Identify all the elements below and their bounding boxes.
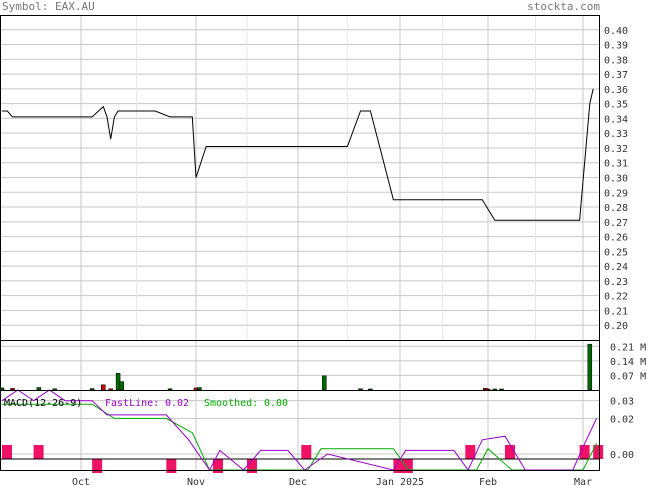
volume-bar [115, 373, 121, 391]
macd-grid [0, 390, 600, 470]
macd-histogram-bar [166, 459, 177, 473]
macd-panel-frame [0, 390, 600, 471]
price-y-tick: 0.32 [604, 144, 628, 155]
price-y-tick: 0.27 [604, 218, 628, 229]
volume-bar [587, 343, 593, 391]
volume-bar [36, 387, 42, 391]
macd-histogram-bar [2, 445, 12, 459]
price-y-tick: 0.28 [604, 203, 628, 214]
price-y-tick: 0.29 [604, 188, 628, 199]
macd-histogram-bar [301, 445, 312, 459]
volume-bar [368, 388, 373, 391]
price-y-tick: 0.33 [604, 129, 628, 140]
panel-frames [0, 15, 600, 471]
macd-smoothed-line [2, 403, 598, 471]
volume-bar [499, 388, 504, 391]
volume-bars [0, 343, 593, 391]
price-y-tick: 0.35 [604, 100, 628, 111]
macd-fast-line [1, 389, 598, 471]
x-tick: Feb [479, 477, 497, 486]
price-y-tick: 0.37 [604, 70, 628, 81]
volume-bar [167, 388, 173, 391]
volume-bar [52, 388, 57, 391]
macd-histogram-bar [92, 459, 103, 473]
price-line [2, 88, 594, 221]
volume-bar [108, 388, 113, 391]
macd-y-tick: 0.00 [610, 450, 634, 461]
site-label[interactable]: stockta.com [527, 0, 600, 13]
smoothed-label: Smoothed: [204, 398, 258, 409]
volume-y-axis: 0.21 M 0.14 M 0.07 M [610, 342, 646, 382]
price-y-tick: 0.23 [604, 277, 628, 288]
symbol-label: Symbol: EAX.AU [2, 0, 95, 13]
volume-bar [101, 384, 106, 391]
price-y-tick: 0.36 [604, 85, 628, 96]
macd-histogram-bar [33, 445, 44, 459]
price-y-tick: 0.25 [604, 247, 628, 258]
macd-legend: MACD(12-26-9) FastLine: 0.02 Smoothed: 0… [4, 398, 288, 409]
price-y-tick: 0.38 [604, 55, 628, 66]
macd-title: MACD(12-26-9) [4, 398, 82, 409]
price-y-tick: 0.40 [604, 26, 628, 37]
price-y-tick: 0.30 [604, 174, 628, 185]
price-series [2, 88, 594, 221]
macd-y-tick: 0.03 [610, 397, 634, 408]
fastline-value: 0.02 [165, 398, 189, 409]
volume-bar [89, 388, 95, 391]
x-tick: Oct [72, 477, 90, 486]
x-tick: Jan 2025 [376, 477, 424, 486]
macd-histogram-bar [213, 459, 223, 473]
price-y-tick: 0.24 [604, 262, 628, 273]
price-y-axis: 0.40 0.39 0.38 0.37 0.36 0.35 0.34 0.33 0.32 0.31… [604, 26, 628, 332]
fastline-label: FastLine: [105, 398, 159, 409]
price-y-tick: 0.34 [604, 114, 628, 125]
x-tick: Dec [289, 477, 307, 486]
macd-y-axis: 0.03 0.02 0.00 [610, 397, 634, 461]
volume-y-tick: 0.14 M [610, 357, 646, 368]
volume-y-tick: 0.07 M [610, 371, 646, 382]
macd-histogram-bar [393, 459, 404, 473]
price-y-tick: 0.22 [604, 292, 628, 303]
volume-bar [322, 375, 327, 391]
price-y-tick: 0.39 [604, 41, 628, 52]
volume-bar [358, 388, 363, 391]
macd-histogram-bar [579, 445, 590, 459]
macd-histogram-bar [402, 459, 413, 473]
price-y-tick: 0.26 [604, 233, 628, 244]
macd-histogram-bar [504, 445, 515, 459]
x-tick: Nov [187, 477, 205, 486]
volume-bar [485, 388, 491, 391]
volume-bar [10, 388, 15, 391]
macd-y-tick: 0.02 [610, 414, 634, 425]
volume-y-tick: 0.21 M [610, 342, 646, 353]
x-axis: Oct Nov Dec Jan 2025 Feb Mar [72, 477, 592, 486]
smoothed-value: 0.00 [264, 398, 288, 409]
volume-panel-frame [0, 340, 600, 391]
volume-bar [492, 388, 498, 391]
macd-histogram-bar [465, 445, 476, 459]
macd-histogram-bar [247, 459, 257, 473]
x-tick: Mar [574, 477, 592, 486]
macd-series [0, 389, 604, 473]
volume-grid [0, 340, 600, 390]
price-y-tick: 0.31 [604, 159, 628, 170]
macd-histogram-bar [593, 445, 604, 459]
price-y-tick: 0.20 [604, 321, 628, 332]
price-grid [0, 15, 600, 340]
volume-bar [119, 381, 125, 391]
volume-bar [197, 387, 202, 391]
price-y-tick: 0.21 [604, 306, 628, 317]
